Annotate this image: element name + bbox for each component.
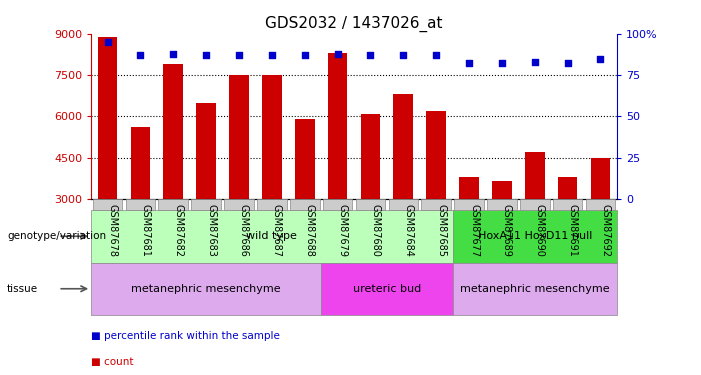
Point bbox=[365, 52, 376, 58]
Text: GSM87689: GSM87689 bbox=[502, 204, 512, 257]
Text: metanephric mesenchyme: metanephric mesenchyme bbox=[460, 284, 610, 294]
FancyBboxPatch shape bbox=[421, 199, 451, 210]
Text: GSM87677: GSM87677 bbox=[469, 204, 479, 258]
Bar bbox=[295, 119, 315, 199]
Text: ■ percentile rank within the sample: ■ percentile rank within the sample bbox=[91, 331, 280, 341]
Text: GSM87691: GSM87691 bbox=[568, 204, 578, 257]
Point bbox=[135, 52, 146, 58]
FancyBboxPatch shape bbox=[520, 199, 550, 210]
Point bbox=[299, 52, 311, 58]
Text: GSM87679: GSM87679 bbox=[338, 204, 348, 257]
FancyBboxPatch shape bbox=[322, 199, 353, 210]
Text: GSM87687: GSM87687 bbox=[272, 204, 282, 257]
Bar bbox=[130, 127, 150, 199]
FancyBboxPatch shape bbox=[158, 199, 188, 210]
Bar bbox=[196, 102, 216, 199]
Bar bbox=[163, 64, 183, 199]
FancyBboxPatch shape bbox=[257, 199, 287, 210]
Text: GSM87684: GSM87684 bbox=[403, 204, 414, 257]
Text: GSM87685: GSM87685 bbox=[436, 204, 446, 257]
FancyBboxPatch shape bbox=[290, 199, 320, 210]
Text: GSM87680: GSM87680 bbox=[370, 204, 381, 257]
Bar bbox=[426, 111, 446, 199]
Bar bbox=[321, 262, 453, 315]
Bar bbox=[229, 75, 249, 199]
Text: GSM87690: GSM87690 bbox=[535, 204, 545, 257]
Point bbox=[233, 52, 245, 58]
Bar bbox=[91, 262, 321, 315]
Point bbox=[332, 51, 343, 57]
FancyBboxPatch shape bbox=[355, 199, 386, 210]
FancyBboxPatch shape bbox=[93, 199, 123, 210]
Text: GSM87681: GSM87681 bbox=[140, 204, 151, 257]
Point bbox=[430, 52, 442, 58]
FancyBboxPatch shape bbox=[388, 199, 418, 210]
FancyBboxPatch shape bbox=[454, 199, 484, 210]
FancyBboxPatch shape bbox=[125, 199, 155, 210]
Text: GSM87692: GSM87692 bbox=[601, 204, 611, 257]
Point bbox=[562, 60, 573, 66]
Bar bbox=[393, 94, 413, 199]
Text: GSM87682: GSM87682 bbox=[173, 204, 183, 257]
Point bbox=[529, 59, 540, 65]
Text: genotype/variation: genotype/variation bbox=[7, 231, 106, 241]
FancyBboxPatch shape bbox=[224, 199, 254, 210]
Point bbox=[397, 52, 409, 58]
FancyBboxPatch shape bbox=[585, 199, 615, 210]
Bar bbox=[453, 262, 617, 315]
Text: GSM87678: GSM87678 bbox=[107, 204, 118, 257]
FancyBboxPatch shape bbox=[487, 199, 517, 210]
Text: ureteric bud: ureteric bud bbox=[353, 284, 421, 294]
Text: metanephric mesenchyme: metanephric mesenchyme bbox=[131, 284, 281, 294]
Point bbox=[168, 51, 179, 57]
Point bbox=[200, 52, 212, 58]
Text: HoxA11 HoxD11 null: HoxA11 HoxD11 null bbox=[477, 231, 592, 241]
Point bbox=[102, 39, 113, 45]
Bar bbox=[459, 177, 479, 199]
Bar bbox=[97, 36, 118, 199]
Bar bbox=[360, 114, 381, 199]
FancyBboxPatch shape bbox=[191, 199, 221, 210]
Bar bbox=[525, 152, 545, 199]
Text: GSM87686: GSM87686 bbox=[239, 204, 249, 257]
Point bbox=[463, 60, 475, 66]
Text: ■ count: ■ count bbox=[91, 357, 134, 368]
Title: GDS2032 / 1437026_at: GDS2032 / 1437026_at bbox=[265, 16, 443, 32]
FancyBboxPatch shape bbox=[553, 199, 583, 210]
Text: GSM87683: GSM87683 bbox=[206, 204, 216, 257]
Bar bbox=[453, 210, 617, 262]
Bar bbox=[492, 181, 512, 199]
Bar bbox=[558, 177, 578, 199]
Bar bbox=[590, 158, 611, 199]
Bar bbox=[262, 75, 282, 199]
Point bbox=[595, 56, 606, 62]
Bar bbox=[328, 53, 348, 199]
Point bbox=[496, 60, 508, 66]
Text: tissue: tissue bbox=[7, 284, 38, 294]
Point bbox=[266, 52, 278, 58]
Text: wild type: wild type bbox=[247, 231, 297, 241]
Text: GSM87688: GSM87688 bbox=[305, 204, 315, 257]
Bar bbox=[91, 210, 453, 262]
